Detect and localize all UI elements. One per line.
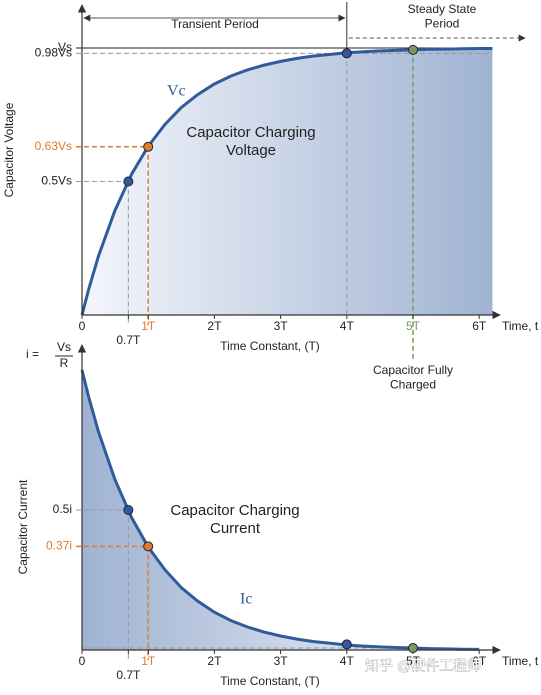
x-tick-label: 1T xyxy=(141,319,156,333)
highlight-point xyxy=(143,141,154,152)
highlight-point xyxy=(341,639,352,650)
x-tick-label: 6T xyxy=(472,319,487,333)
x-tick-label: 6T xyxy=(472,654,487,668)
x-tick-label: 3T xyxy=(274,654,289,668)
highlight-point xyxy=(408,643,418,654)
x-axis-label: Time Constant, (T) xyxy=(220,339,320,353)
y-axis-label: Capacitor Current xyxy=(16,479,30,574)
y-tick-label: 0.98Vs xyxy=(35,46,72,60)
x-tick-label: 3T xyxy=(274,319,289,333)
x-tick-label: 0 xyxy=(79,654,86,668)
note: Capacitor Fully Charged xyxy=(373,363,453,391)
x-tick-label: 0.7T xyxy=(116,668,141,682)
y-axis-label: Capacitor Voltage xyxy=(2,102,16,197)
i-eq: i = xyxy=(26,347,39,361)
x-tick-label: 4T xyxy=(340,654,355,668)
x-tick-label: 2T xyxy=(207,654,222,668)
x-tick-label: 0 xyxy=(79,319,86,333)
i-den: R xyxy=(60,356,69,370)
highlight-point xyxy=(341,48,352,59)
curve xyxy=(80,47,493,316)
i-num: Vs xyxy=(57,340,71,354)
x-tick-label: 5T xyxy=(406,319,421,333)
x-tick-label: 5T xyxy=(406,654,421,668)
transient-label: Transient Period xyxy=(171,17,259,31)
y-tick-label: 0.5Vs xyxy=(41,174,72,188)
x-tick-label: 1T xyxy=(141,654,156,668)
x-tick-label: 2T xyxy=(207,319,222,333)
highlight-point xyxy=(408,44,418,55)
y-tick-label: 0.5i xyxy=(53,502,72,516)
steady-label: Steady State Period xyxy=(408,2,477,30)
curve-label: Ic xyxy=(240,591,252,608)
chart-title: Capacitor Charging Voltage xyxy=(186,124,315,159)
area-fill xyxy=(82,48,493,315)
highlight-point xyxy=(143,541,154,552)
watermark: 知乎 @硬件工程师 xyxy=(365,658,481,674)
y-tick-label: 0.37i xyxy=(46,539,72,553)
y-tick-label: Vs xyxy=(58,40,72,54)
curve-label: Vc xyxy=(167,83,186,100)
highlight-point xyxy=(123,505,134,515)
x-axis-label: Time Constant, (T) xyxy=(220,674,320,688)
chart-title: Capacitor Charging Current xyxy=(170,502,299,537)
highlight-point xyxy=(123,176,134,187)
x-tick-label: 0.7T xyxy=(116,333,141,347)
x-axis-end: Time, t xyxy=(502,654,539,668)
y-tick-label: 0.63Vs xyxy=(35,139,72,153)
x-axis-end: Time, t xyxy=(502,319,539,333)
area-fill xyxy=(82,370,480,650)
x-tick-label: 4T xyxy=(340,319,355,333)
